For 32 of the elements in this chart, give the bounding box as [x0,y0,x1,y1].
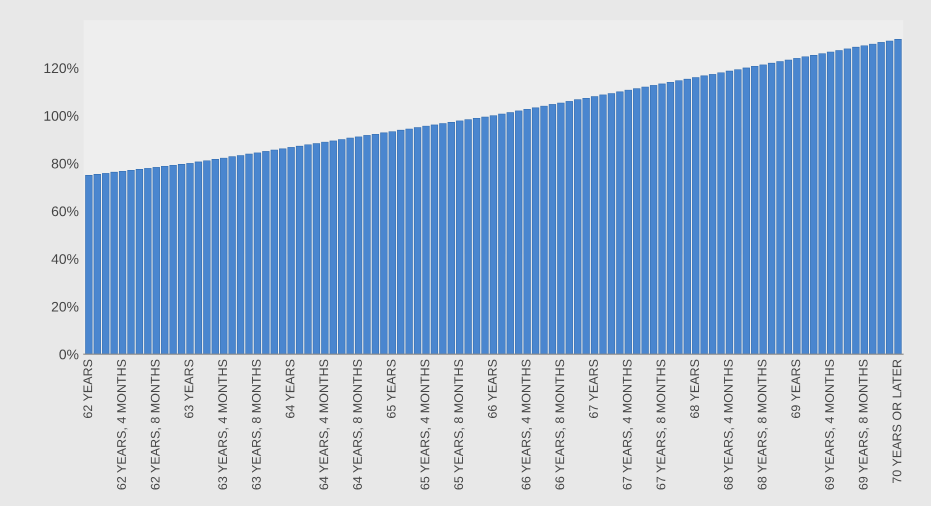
x-tick-label: 65 YEARS [386,360,396,418]
x-tick-label: 67 YEARS [589,360,598,418]
y-tick-label: 40% [51,254,78,264]
x-tick-label: 69 YEARS, 8 MONTHS [858,360,870,490]
x-tick-label: 69 YEARS [791,360,800,418]
x-tick-label: 66 YEARS, 8 MONTHS [555,360,566,490]
x-tick-label: 68 YEARS, 4 MONTHS [724,360,734,490]
x-tick-label: 65 YEARS, 8 MONTHS [454,360,465,490]
y-tick-label: 0% [59,350,78,360]
x-tick-label: 67 YEARS, 4 MONTHS [622,360,634,490]
x-tick-label: 66 YEARS, 4 MONTHS [522,360,532,490]
x-tick-label: 65 YEARS, 4 MONTHS [420,360,431,490]
x-tick-label: 66 YEARS [488,360,497,418]
x-tick-label: 68 YEARS, 8 MONTHS [758,360,768,490]
x-tick-label: 63 YEARS, 4 MONTHS [218,360,229,490]
x-tick-label: 63 YEARS, 8 MONTHS [252,360,262,490]
x-tick-label: 62 YEARS, 8 MONTHS [150,360,162,490]
x-tick-label: 67 YEARS, 8 MONTHS [656,360,667,490]
x-tick-label: 62 YEARS [83,360,92,418]
x-tick-label: 68 YEARS [690,360,700,418]
y-tick-label: 80% [52,158,78,169]
x-tick-label: 62 YEARS, 4 MONTHS [117,360,128,490]
x-tick-label: 69 YEARS, 4 MONTHS [825,360,836,490]
y-tick-label: 100% [44,110,78,121]
y-tick-label: 120% [44,63,78,74]
x-tick-label: 63 YEARS [184,360,194,418]
x-tick-label: 64 YEARS [286,360,294,418]
y-tick-label: 20% [52,302,78,312]
y-tick-label: 60% [52,206,78,216]
x-tick-label: 64 YEARS, 4 MONTHS [319,360,330,490]
x-tick-label: 64 YEARS, 8 MONTHS [353,360,364,490]
x-tick-label: 70 YEARS OR LATER [892,360,902,484]
